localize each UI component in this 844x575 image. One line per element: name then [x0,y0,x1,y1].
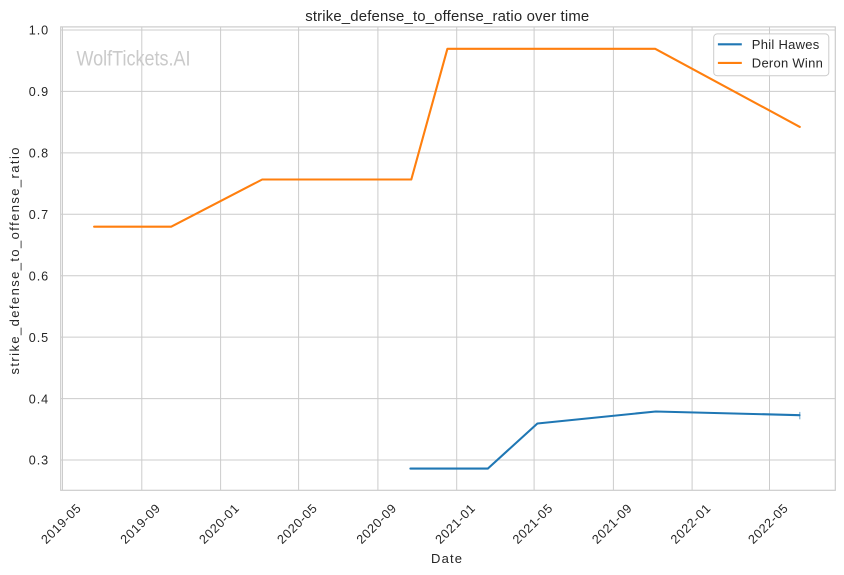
svg-text:1.0: 1.0 [29,24,49,38]
svg-text:WolfTickets.AI: WolfTickets.AI [77,48,191,71]
svg-text:0.7: 0.7 [29,208,49,222]
svg-text:strike_defense_to_offense_rati: strike_defense_to_offense_ratio [7,148,22,375]
svg-text:Phil Hawes: Phil Hawes [752,37,820,52]
svg-text:strike_defense_to_offense_rati: strike_defense_to_offense_ratio over tim… [305,9,589,25]
svg-text:0.3: 0.3 [29,454,49,468]
svg-text:0.4: 0.4 [29,392,49,406]
svg-text:0.9: 0.9 [29,85,49,99]
svg-text:0.5: 0.5 [29,331,49,345]
svg-text:0.6: 0.6 [29,269,49,283]
svg-text:0.8: 0.8 [29,147,49,161]
svg-text:Date: Date [431,551,462,566]
svg-text:Deron Winn: Deron Winn [752,55,823,70]
